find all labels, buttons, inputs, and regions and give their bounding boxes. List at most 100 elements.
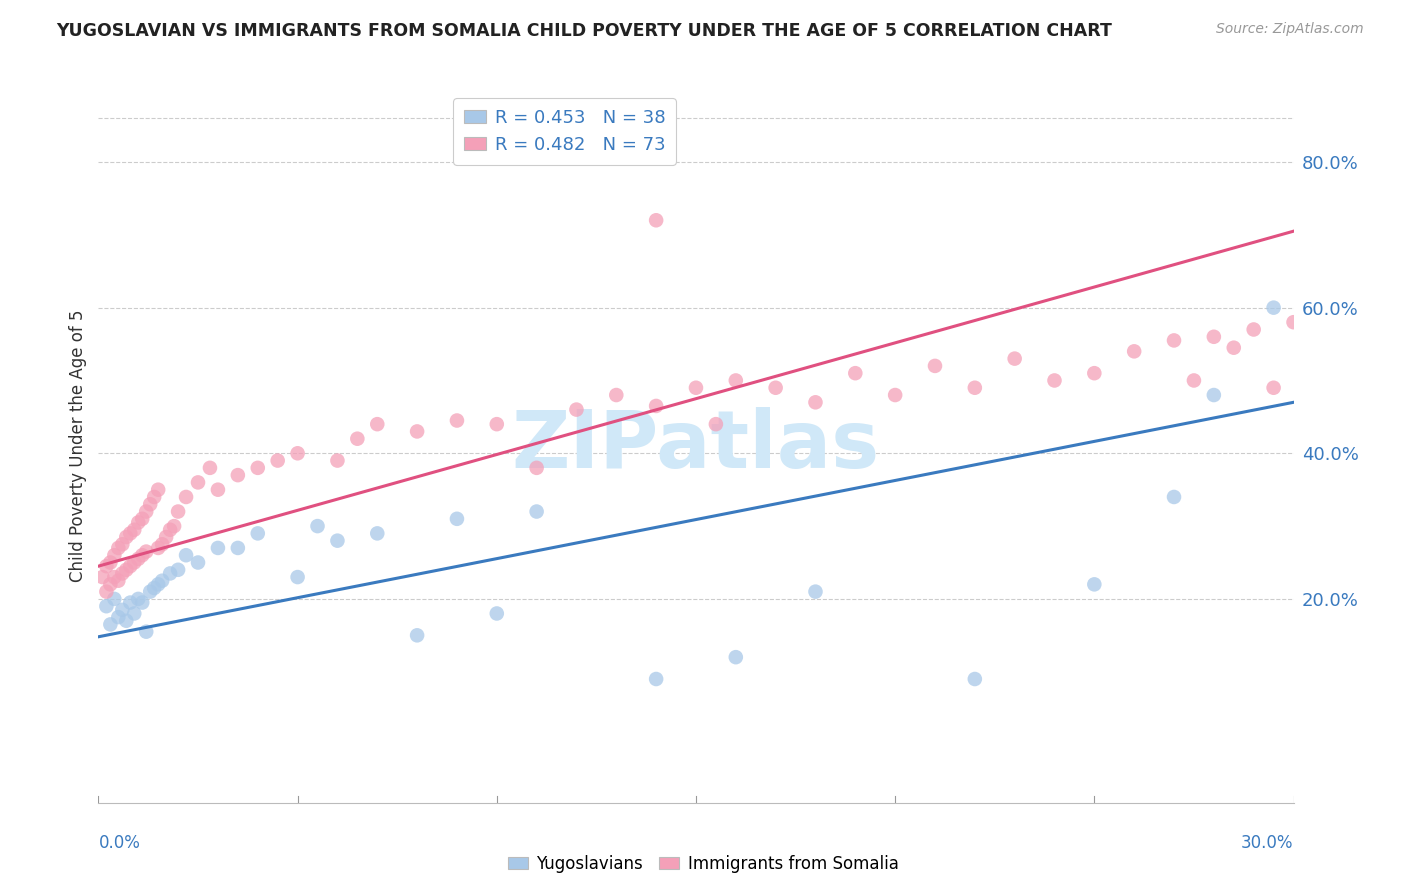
Point <box>287 570 309 584</box>
Point <box>96 599 118 614</box>
Point <box>446 512 468 526</box>
Point <box>107 610 129 624</box>
Point <box>120 596 142 610</box>
Point <box>167 563 190 577</box>
Point <box>124 556 146 570</box>
Point <box>167 504 190 518</box>
Point <box>159 523 181 537</box>
Legend: R = 0.453   N = 38, R = 0.482   N = 73: R = 0.453 N = 38, R = 0.482 N = 73 <box>453 98 676 165</box>
Point <box>187 475 209 490</box>
Point <box>135 624 157 639</box>
Point <box>135 544 157 558</box>
Point <box>131 512 153 526</box>
Point <box>1083 366 1105 380</box>
Point <box>111 566 134 581</box>
Point <box>111 603 134 617</box>
Point <box>406 425 429 439</box>
Point <box>1222 341 1246 355</box>
Point <box>526 460 548 475</box>
Point <box>111 537 134 551</box>
Point <box>148 577 170 591</box>
Point <box>1163 334 1185 348</box>
Point <box>174 490 197 504</box>
Point <box>159 566 181 581</box>
Point <box>605 388 627 402</box>
Point <box>139 584 162 599</box>
Point <box>246 526 269 541</box>
Point <box>565 402 588 417</box>
Point <box>103 591 125 606</box>
Point <box>844 366 866 380</box>
Point <box>174 548 197 562</box>
Point <box>143 490 166 504</box>
Point <box>107 541 129 555</box>
Point <box>1083 577 1105 591</box>
Point <box>1004 351 1026 366</box>
Point <box>1263 301 1285 315</box>
Point <box>1243 322 1265 336</box>
Point <box>135 504 157 518</box>
Point <box>446 413 468 427</box>
Point <box>127 591 149 606</box>
Point <box>1263 381 1285 395</box>
Point <box>1182 374 1205 388</box>
Point <box>685 381 707 395</box>
Point <box>1043 374 1066 388</box>
Point <box>115 530 138 544</box>
Point <box>96 559 118 574</box>
Point <box>346 432 368 446</box>
Point <box>1282 315 1305 329</box>
Text: 30.0%: 30.0% <box>1241 834 1294 852</box>
Point <box>1163 490 1185 504</box>
Point <box>884 388 907 402</box>
Point <box>124 607 146 621</box>
Point <box>1302 359 1324 373</box>
Point <box>103 548 125 562</box>
Point <box>100 556 122 570</box>
Point <box>326 533 349 548</box>
Point <box>246 460 269 475</box>
Point <box>120 559 142 574</box>
Legend: Yugoslavians, Immigrants from Somalia: Yugoslavians, Immigrants from Somalia <box>501 848 905 880</box>
Point <box>645 672 668 686</box>
Point <box>148 541 170 555</box>
Point <box>198 460 221 475</box>
Point <box>287 446 309 460</box>
Point <box>963 672 986 686</box>
Point <box>143 581 166 595</box>
Point <box>226 541 249 555</box>
Point <box>155 530 177 544</box>
Point <box>148 483 170 497</box>
Point <box>115 614 138 628</box>
Point <box>366 526 388 541</box>
Point <box>406 628 429 642</box>
Point <box>326 453 349 467</box>
Point <box>131 548 153 562</box>
Point <box>120 526 142 541</box>
Point <box>127 516 149 530</box>
Point <box>1322 301 1344 315</box>
Point <box>765 381 787 395</box>
Point <box>100 617 122 632</box>
Point <box>150 537 173 551</box>
Point <box>724 650 747 665</box>
Text: Source: ZipAtlas.com: Source: ZipAtlas.com <box>1216 22 1364 37</box>
Point <box>150 574 173 588</box>
Point <box>96 584 118 599</box>
Point <box>526 504 548 518</box>
Point <box>163 519 186 533</box>
Text: 0.0%: 0.0% <box>98 834 141 852</box>
Text: ZIPatlas: ZIPatlas <box>512 407 880 485</box>
Point <box>267 453 290 467</box>
Point <box>115 563 138 577</box>
Point <box>804 395 827 409</box>
Point <box>103 570 125 584</box>
Text: YUGOSLAVIAN VS IMMIGRANTS FROM SOMALIA CHILD POVERTY UNDER THE AGE OF 5 CORRELAT: YUGOSLAVIAN VS IMMIGRANTS FROM SOMALIA C… <box>56 22 1112 40</box>
Point <box>804 584 827 599</box>
Point <box>963 381 986 395</box>
Point <box>307 519 329 533</box>
Point <box>724 374 747 388</box>
Y-axis label: Child Poverty Under the Age of 5: Child Poverty Under the Age of 5 <box>69 310 87 582</box>
Point <box>207 483 229 497</box>
Point <box>645 213 668 227</box>
